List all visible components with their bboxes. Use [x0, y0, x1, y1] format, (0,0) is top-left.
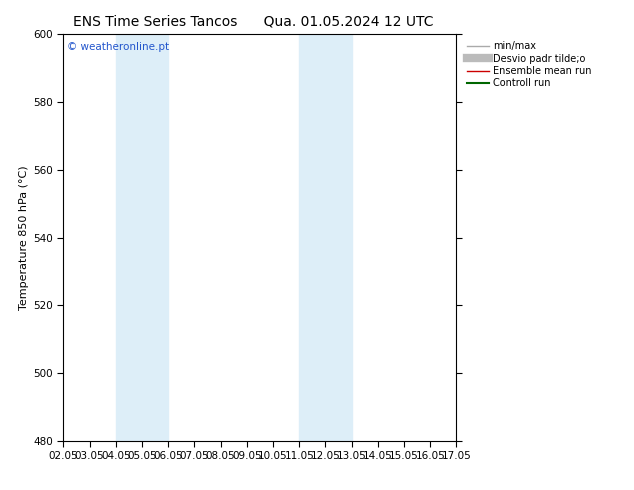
Text: © weatheronline.pt: © weatheronline.pt [67, 43, 169, 52]
Text: ENS Time Series Tancos      Qua. 01.05.2024 12 UTC: ENS Time Series Tancos Qua. 01.05.2024 1… [74, 15, 434, 29]
Legend: min/max, Desvio padr tilde;o, Ensemble mean run, Controll run: min/max, Desvio padr tilde;o, Ensemble m… [465, 39, 594, 90]
Bar [116, 34, 168, 441]
Bar [299, 34, 352, 441]
Y-axis label: Temperature 850 hPa (°C): Temperature 850 hPa (°C) [19, 165, 29, 310]
